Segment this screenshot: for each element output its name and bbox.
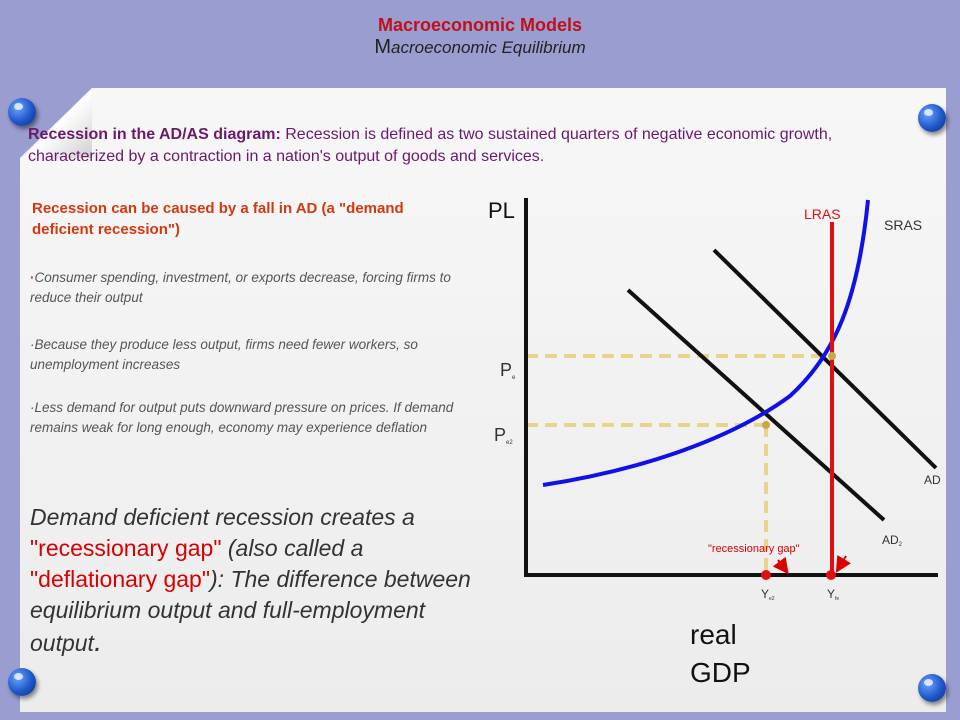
yfe-label-main: Y — [827, 587, 835, 601]
y-axis-label: PL — [488, 198, 515, 223]
yfe-axis-dot — [826, 570, 836, 580]
title-box: Macroeconomic Models Macroeconomic Equil… — [0, 14, 960, 59]
gap-arrow-right — [835, 555, 851, 573]
pe2-label-sub: e2 — [506, 440, 513, 446]
equilibrium-point-pe — [828, 352, 836, 360]
intro-text: Recession is defined as two sustained qu… — [28, 126, 833, 165]
ad2-label: AD2 — [882, 533, 903, 548]
pushpin-icon — [2, 664, 42, 704]
pe-label-main: P — [500, 360, 512, 380]
pe-label-sub: e — [512, 375, 516, 381]
gap-text-part2: (also called a — [221, 535, 364, 561]
bullet-dot-icon: · — [30, 270, 35, 285]
gap-text-part1: Demand deficient recession creates a — [30, 504, 415, 530]
gap-text-end: . — [93, 625, 103, 658]
gap-explanation: Demand deficient recession creates a "re… — [30, 502, 485, 659]
pe2-label: Pe2 — [494, 425, 513, 446]
ad2-curve — [626, 288, 886, 522]
pe-label: Pe — [500, 360, 516, 381]
equilibrium-point-pe2 — [762, 421, 770, 429]
gap-arrow-left — [772, 556, 789, 575]
cause-bullet: ·Because they produce less output, firms… — [30, 335, 478, 375]
ad-curve — [712, 248, 938, 470]
gap-term-deflationary: "deflationary gap" — [30, 566, 211, 592]
ye2-label: Ye2 — [761, 587, 775, 602]
paper-note — [20, 88, 946, 712]
cause-bullet: ·Less demand for output puts downward pr… — [30, 398, 478, 438]
cause-bullet-text: Because they produce less output, firms … — [30, 337, 418, 372]
ye2-axis-dot — [761, 570, 771, 580]
page-title: Macroeconomic Models — [377, 15, 583, 35]
page-subtitle: Macroeconomic Equilibrium — [0, 36, 960, 59]
bullet-dot-icon: · — [30, 337, 35, 352]
ye2-label-sub: e2 — [769, 596, 775, 602]
subtitle-initial: M — [374, 36, 392, 58]
cause-bullet: ·Consumer spending, investment, or expor… — [30, 268, 478, 308]
lras-label: LRAS — [804, 206, 841, 222]
pushpin-icon — [2, 94, 42, 134]
ad2-label-sub: 2 — [899, 542, 903, 548]
intro-paragraph: Recession in the AD/AS diagram: Recessio… — [28, 124, 878, 168]
sras-label: SRAS — [884, 217, 922, 233]
yfe-label-sub: fe — [835, 596, 839, 602]
gap-text-part3: ): The difference between equilibrium ou… — [30, 566, 471, 656]
gap-term-recessionary: "recessionary gap" — [30, 535, 222, 561]
intro-lead: Recession in the AD/AS diagram: — [28, 126, 281, 143]
ad-label: AD — [924, 473, 941, 487]
cause-bullet-text: Consumer spending, investment, or export… — [30, 270, 451, 305]
ad2-label-main: AD — [882, 533, 899, 547]
pe2-label-main: P — [494, 425, 506, 445]
x-axis-label-line1: real — [690, 619, 737, 650]
yfe-label: Yfe — [827, 587, 839, 602]
bullet-dot-icon: · — [30, 400, 35, 415]
causes-heading: Recession can be caused by a fall in AD … — [32, 200, 404, 238]
x-axis-label-line2: GDP — [690, 657, 751, 688]
ye2-label-main: Y — [761, 587, 769, 601]
cause-bullet-text: Less demand for output puts downward pre… — [30, 400, 454, 435]
subtitle-rest: acroeconomic Equilibrium — [391, 38, 586, 57]
pushpin-icon — [912, 670, 952, 710]
pushpin-icon — [912, 100, 952, 140]
recessionary-gap-label: "recessionary gap" — [708, 543, 800, 555]
sras-curve — [542, 199, 870, 487]
